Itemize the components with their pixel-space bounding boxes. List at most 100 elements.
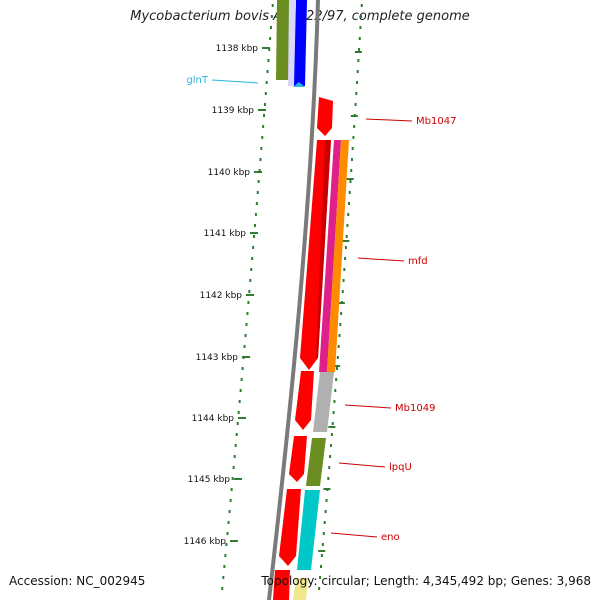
outer-ring-tick xyxy=(318,550,326,552)
gene-mb1047-arrow xyxy=(317,97,333,136)
gene-label-glnt: glnT xyxy=(186,75,208,86)
ring-dot xyxy=(265,81,268,84)
ring-dot xyxy=(262,125,265,128)
outer-ring-tick xyxy=(328,426,336,428)
ring-dot xyxy=(320,554,323,557)
gene-label-mb1049: Mb1049 xyxy=(395,403,435,414)
ring-dot xyxy=(357,59,360,62)
ring-dot xyxy=(258,169,261,172)
scale-tick-label: 1141 kbp xyxy=(204,229,247,239)
ring-dot xyxy=(226,532,229,535)
ring-dot xyxy=(358,37,361,40)
ring-dot xyxy=(321,543,324,546)
ring-dot xyxy=(325,499,328,502)
ring-dot xyxy=(261,136,264,139)
ring-dot xyxy=(257,180,260,183)
scale-tick xyxy=(262,47,270,49)
ring-dot xyxy=(324,510,327,513)
ring-dot xyxy=(353,125,356,128)
gene-labels: glnT Mb1047 mfd Mb1049 lpqU eno xyxy=(186,75,456,543)
ring-dot xyxy=(271,4,274,7)
ring-dot xyxy=(253,224,256,227)
scale-tick-label: 1142 kbp xyxy=(200,291,243,301)
outer-ring-tick xyxy=(342,240,350,242)
scale-tick-label: 1144 kbp xyxy=(192,414,235,424)
ring-dot xyxy=(360,15,363,18)
ring-dot xyxy=(259,158,262,161)
ring-dot xyxy=(263,103,266,106)
ring-dot xyxy=(227,521,230,524)
ring-dot xyxy=(248,290,251,293)
scale-tick-label: 1146 kbp xyxy=(184,537,227,547)
gray-gene-block xyxy=(313,372,334,432)
ring-dot xyxy=(351,147,354,150)
ring-dot xyxy=(320,565,323,568)
accession-text: Accession: NC_002945 xyxy=(9,574,146,588)
ring-dot xyxy=(322,532,325,535)
ring-dot xyxy=(356,70,359,73)
ring-dot xyxy=(223,565,226,568)
outer-ring-tick xyxy=(323,488,331,490)
ring-dot xyxy=(345,235,348,238)
gene-red-arrow xyxy=(279,489,301,566)
scale-tick xyxy=(242,356,250,358)
ring-dot xyxy=(329,455,332,458)
genome-backbone xyxy=(267,0,320,600)
ring-dot xyxy=(355,81,358,84)
scale-ticks: 1138 kbp 1139 kbp 1140 kbp 1141 kbp 1142 kbp… xyxy=(184,44,270,547)
outer-ring-tick xyxy=(350,115,358,117)
orange-gene-block xyxy=(327,140,349,372)
outer-ring-tick xyxy=(337,302,345,304)
ring-dot xyxy=(318,587,321,590)
ring-dot xyxy=(354,103,357,106)
magenta-gene-block xyxy=(319,140,341,372)
ring-dot xyxy=(337,345,340,348)
ring-dot xyxy=(330,433,333,436)
ring-dot xyxy=(225,543,228,546)
gene-features xyxy=(273,0,349,600)
ring-dot xyxy=(347,202,350,205)
yellow-gene-block xyxy=(293,578,308,600)
ring-dot xyxy=(243,345,246,348)
ring-dot xyxy=(350,169,353,172)
ring-dot xyxy=(253,235,256,238)
ring-dot xyxy=(249,279,252,282)
ring-dot xyxy=(268,48,271,51)
ring-dot xyxy=(240,378,243,381)
ring-dot xyxy=(236,422,239,425)
ring-dot xyxy=(331,422,334,425)
ring-dot xyxy=(341,290,344,293)
ring-dot xyxy=(333,400,336,403)
ring-dot xyxy=(228,510,231,513)
ring-dot xyxy=(346,224,349,227)
ring-dot xyxy=(350,158,353,161)
scale-ring-outer-dots xyxy=(318,4,363,590)
gene-leader-line xyxy=(330,532,378,538)
ring-dot xyxy=(343,268,346,271)
gene-leader-line xyxy=(344,404,392,409)
ring-dot xyxy=(352,136,355,139)
ring-dot xyxy=(342,279,345,282)
scale-tick-label: 1143 kbp xyxy=(196,353,239,363)
ring-dot xyxy=(255,202,258,205)
glnt-triangle xyxy=(293,82,305,87)
blue-gene-block xyxy=(293,0,307,86)
ring-dot xyxy=(266,70,269,73)
gene-label-mfd: mfd xyxy=(408,256,428,267)
ring-dot xyxy=(349,180,352,183)
gene-leader-line xyxy=(338,462,386,468)
ring-dot xyxy=(235,433,238,436)
ring-dot xyxy=(335,367,338,370)
ring-dot xyxy=(335,378,338,381)
ring-dot xyxy=(359,26,362,29)
scale-tick-label: 1145 kbp xyxy=(188,475,231,485)
scale-tick xyxy=(250,232,258,234)
ring-dot xyxy=(269,26,272,29)
genome-summary-text: Topology: circular; Length: 4,345,492 bp… xyxy=(261,574,591,588)
outer-ring-tick xyxy=(354,51,362,53)
gene-red-arrow xyxy=(295,371,314,430)
ring-dot xyxy=(329,444,332,447)
olive-gene-block xyxy=(276,0,291,80)
ring-dot xyxy=(229,499,232,502)
